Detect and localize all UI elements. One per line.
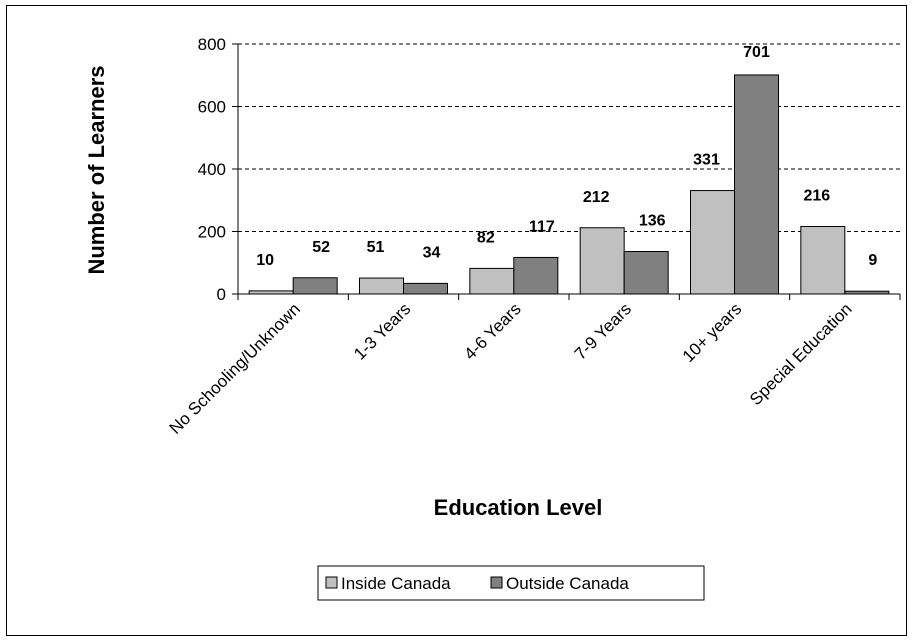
data-label: 136: [639, 213, 666, 230]
y-tick-label: 200: [198, 223, 226, 242]
data-label: 51: [367, 239, 385, 256]
data-label: 117: [529, 218, 555, 235]
x-tick-label: 7-9 Years: [571, 299, 635, 363]
legend: Inside Canada Outside Canada: [317, 565, 705, 601]
data-label: 701: [743, 44, 770, 61]
legend-swatch: [490, 576, 503, 589]
bar-outside-canada: [513, 256, 559, 295]
data-label: 52: [312, 239, 330, 256]
bar-inside-canada: [579, 227, 625, 295]
x-tick-label: 4-6 Years: [460, 299, 524, 363]
data-label: 212: [583, 189, 610, 206]
bar-inside-canada: [690, 190, 735, 295]
gridlines: [238, 43, 900, 232]
bar-outside-canada: [734, 74, 779, 295]
legend-label: Outside Canada: [506, 574, 629, 593]
data-label: 9: [868, 252, 877, 269]
x-tick-label: 1-3 Years: [350, 299, 414, 363]
data-label: 34: [423, 244, 441, 261]
y-tick-label: 0: [217, 285, 226, 304]
x-tick-label: 10+ years: [679, 299, 746, 366]
x-tick-label: Special Education: [746, 299, 856, 409]
data-label: 216: [803, 188, 830, 205]
bar-outside-canada: [403, 282, 448, 295]
bar-outside-canada: [623, 251, 669, 295]
bar-inside-canada: [469, 267, 515, 295]
x-tick-label: No Schooling/Unknown: [166, 299, 304, 437]
y-tick-label: 800: [198, 35, 226, 54]
data-label: 82: [477, 229, 495, 246]
bar-inside-canada: [800, 226, 846, 295]
x-axis-title: Education Level: [434, 495, 603, 520]
y-axis-title: Number of Learners: [84, 65, 109, 274]
data-labels: 10 52 51 34 82 117 212 136 331 701 216 9: [256, 44, 877, 269]
legend-swatch: [325, 576, 338, 589]
data-label: 10: [256, 252, 274, 269]
data-label: 331: [693, 152, 720, 169]
legend-label: Inside Canada: [341, 574, 451, 593]
legend-box: [317, 565, 705, 601]
axes: 0 200 400 600 800 No Schooling/Unknown 1-3 Yea…: [166, 35, 901, 438]
bars: [248, 74, 890, 295]
bar-outside-canada: [292, 277, 338, 295]
y-tick-label: 400: [198, 160, 226, 179]
y-tick-label: 600: [198, 98, 226, 117]
bar-inside-canada: [359, 277, 404, 295]
